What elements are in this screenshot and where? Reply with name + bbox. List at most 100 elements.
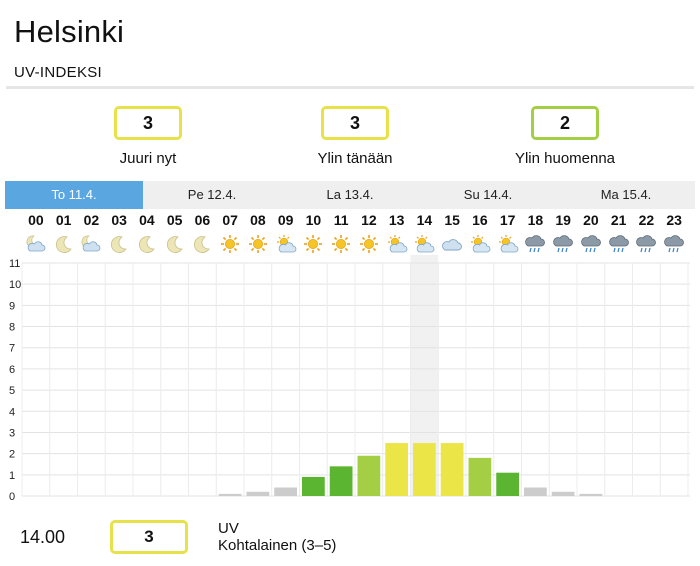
tab-day-1[interactable]: To 11.4.: [5, 181, 143, 209]
hour-label: 08: [250, 212, 266, 228]
partly-cloudy-icon: [383, 232, 411, 256]
partly-cloudy-icon: [466, 232, 494, 256]
hour-label: 11: [333, 212, 349, 228]
uv-bar-chart: 0 1 2 3 4 5 6 7 8 9 10 11: [9, 255, 690, 503]
uv-today-max-value: 3: [321, 106, 389, 140]
bar-16: [468, 457, 492, 496]
section-label: UV-INDEKSI: [14, 64, 103, 81]
bar-19: [551, 491, 575, 496]
hour-label: 06: [194, 212, 211, 228]
hour-label: 04: [139, 212, 155, 228]
city-title: Helsinki: [14, 14, 125, 49]
hour-label: 15: [444, 212, 460, 228]
rain-icon: [660, 232, 688, 256]
moon-icon: [50, 232, 78, 256]
rain-icon: [577, 232, 605, 256]
rain-icon: [521, 232, 549, 256]
hour-label: 05: [166, 212, 183, 228]
moon-icon: [161, 232, 189, 256]
tab-day-5[interactable]: Ma 15.4.: [600, 187, 652, 202]
bar-07: [218, 493, 242, 496]
section-divider: [6, 86, 694, 89]
moon-icon: [188, 232, 216, 256]
moon-icon: [105, 232, 133, 256]
bar-09: [274, 487, 297, 496]
y-tick-label: 6: [9, 364, 15, 376]
uv-now-label: Juuri nyt: [119, 150, 177, 167]
uv-tomorrow-max-card: 2 Ylin huomenna: [475, 106, 655, 167]
y-tick-label: 2: [9, 449, 15, 461]
partly-cloudy-night-icon: [22, 232, 50, 256]
bar-17: [496, 472, 519, 496]
uv-today-max-card: 3 Ylin tänään: [265, 106, 445, 167]
hour-label: 01: [55, 212, 72, 228]
moon-icon: [133, 232, 161, 256]
hour-label: 02: [83, 212, 100, 228]
hour-label: 20: [583, 212, 599, 228]
y-tick-label: 7: [9, 343, 15, 355]
selected-hour-uv-info: UV Kohtalainen (3–5): [218, 520, 336, 554]
y-tick-label: 0: [9, 491, 15, 503]
partly-cloudy-icon: [410, 232, 438, 256]
hour-label: 14: [416, 212, 433, 228]
tab-day-2[interactable]: Pe 12.4.: [187, 187, 237, 202]
selected-hour-time: 14.00: [20, 527, 66, 547]
selected-hour-uv-value: 3: [110, 520, 188, 554]
hour-label: 18: [527, 212, 544, 228]
hour-label: 03: [111, 212, 127, 228]
y-tick-label: 4: [9, 406, 15, 418]
hour-label: 00: [28, 212, 44, 228]
hour-label: 09: [277, 212, 294, 228]
hour-label: 23: [666, 212, 682, 228]
hour-label: 22: [638, 212, 655, 228]
bar-10: [302, 476, 325, 496]
uv-level-description: Kohtalainen (3–5): [218, 537, 337, 554]
y-tick-label: 1: [9, 470, 15, 482]
bar-11: [329, 466, 353, 496]
uv-tomorrow-max-label: Ylin huomenna: [514, 150, 616, 167]
bar-15: [440, 443, 464, 496]
rain-icon: [605, 232, 633, 256]
y-tick-label: 3: [9, 427, 15, 439]
day-tabs: To 11.4. Pe 12.4. La 13.4. Su 14.4. Ma 1…: [5, 181, 695, 209]
partly-cloudy-icon: [494, 232, 522, 256]
tab-day-3[interactable]: La 13.4.: [326, 187, 374, 202]
bar-08: [246, 491, 270, 496]
sun-icon: [327, 232, 355, 256]
sun-icon: [244, 232, 272, 256]
hour-label: 17: [499, 212, 516, 228]
hour-label: 12: [361, 212, 377, 228]
sun-icon: [299, 232, 327, 256]
tab-day-4[interactable]: Su 14.4.: [463, 187, 513, 202]
rain-icon: [632, 232, 660, 256]
y-tick-label: 11: [9, 258, 20, 270]
hour-labels: 00 01 02 03 04 05 06 07 08 09 10 11 12 13 14 15 16 17 18 19…: [0, 212, 700, 232]
bar-18: [524, 487, 547, 496]
uv-now-value: 3: [114, 106, 182, 140]
hour-label: 10: [305, 212, 322, 228]
sun-icon: [355, 232, 383, 256]
y-tick-label: 10: [9, 279, 21, 291]
uv-tomorrow-max-value: 2: [531, 106, 599, 140]
hour-label: 21: [610, 212, 627, 228]
partly-cloudy-icon: [272, 232, 300, 256]
hour-label: 19: [555, 212, 571, 228]
hour-label: 13: [388, 212, 405, 228]
uv-now-card: 3 Juuri nyt: [58, 106, 238, 167]
cloud-icon: [438, 232, 466, 256]
bar-14: [413, 443, 436, 496]
bar-20: [579, 493, 603, 496]
hour-label: 07: [222, 212, 238, 228]
sun-icon: [216, 232, 244, 256]
weather-icons-row: [0, 232, 700, 256]
partly-cloudy-night-icon: [77, 232, 105, 256]
bar-12: [357, 455, 381, 496]
bar-13: [385, 443, 408, 496]
hour-label: 16: [472, 212, 488, 228]
uv-today-max-label: Ylin tänään: [317, 150, 393, 167]
y-tick-label: 5: [9, 385, 15, 397]
y-tick-label: 8: [9, 322, 15, 334]
rain-icon: [549, 232, 577, 256]
uv-label: UV: [218, 520, 239, 537]
y-tick-label: 9: [9, 300, 15, 312]
